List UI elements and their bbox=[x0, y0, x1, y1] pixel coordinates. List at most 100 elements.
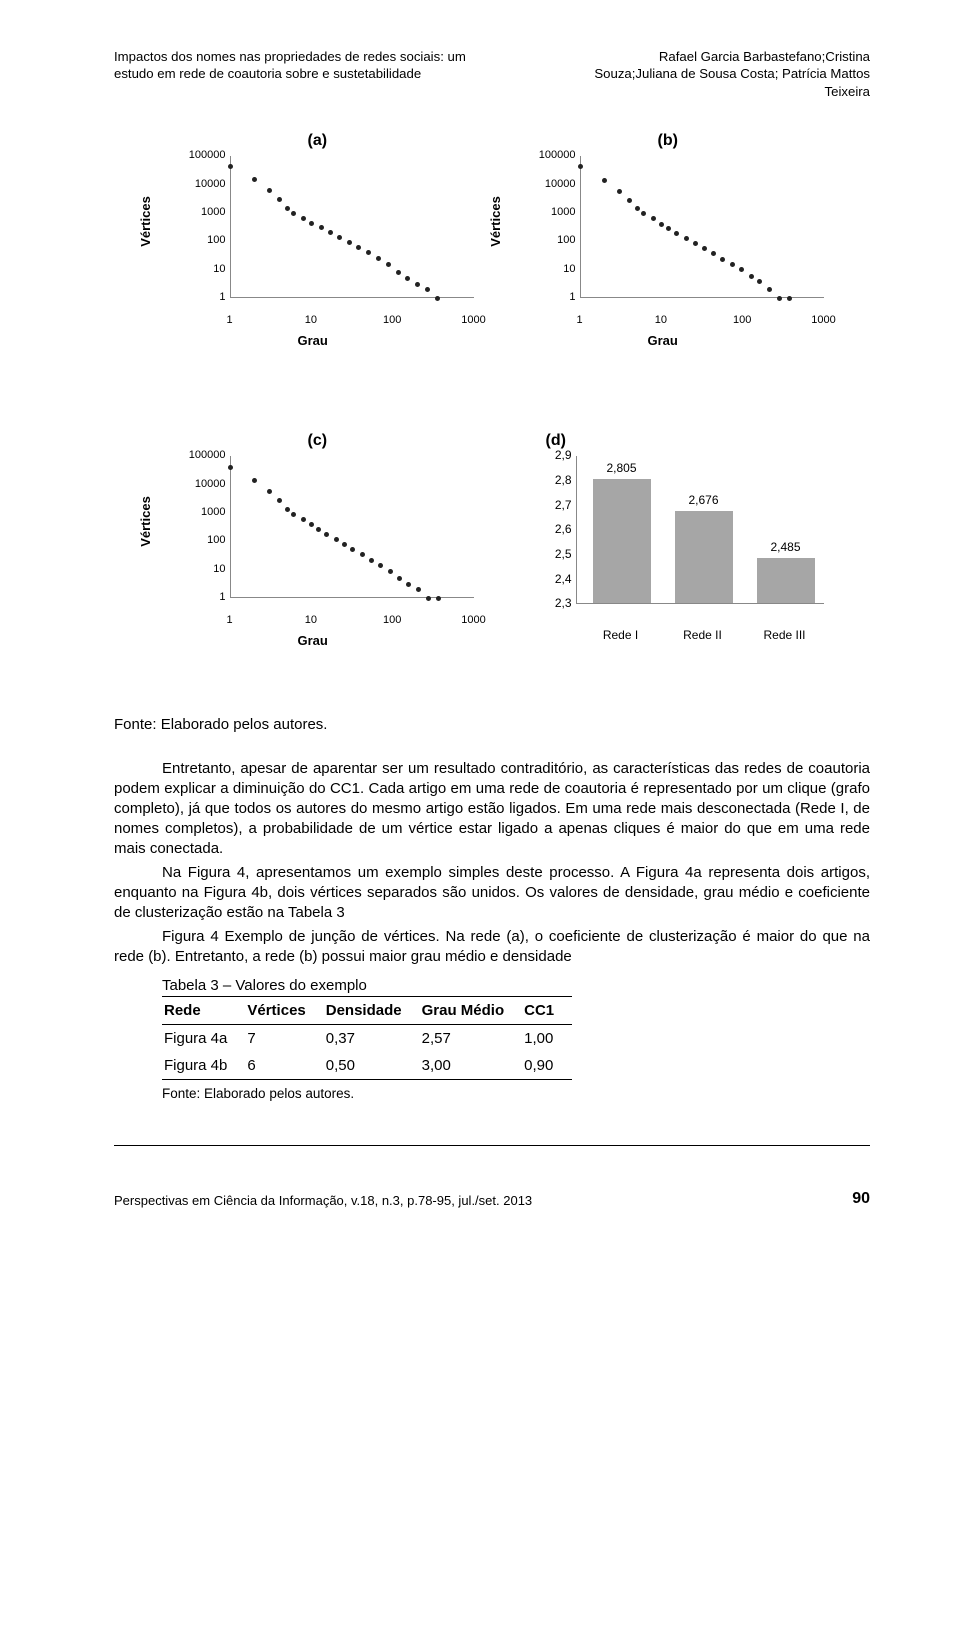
data-point bbox=[693, 241, 698, 246]
y-tick: 10 bbox=[180, 563, 226, 575]
header-left: Impactos dos nomes nas propriedades de r… bbox=[114, 48, 492, 100]
x-tick: 1000 bbox=[456, 614, 492, 626]
x-tick: 1000 bbox=[456, 314, 492, 326]
data-point bbox=[328, 230, 333, 235]
data-point bbox=[301, 517, 306, 522]
table-cell: 0,37 bbox=[324, 1024, 420, 1052]
data-point bbox=[651, 216, 656, 221]
table-cell: Figura 4b bbox=[162, 1052, 245, 1080]
data-point bbox=[426, 596, 431, 601]
data-point bbox=[720, 257, 725, 262]
panel-label: (c) bbox=[308, 432, 328, 450]
y-tick: 10000 bbox=[180, 178, 226, 190]
data-point bbox=[228, 465, 233, 470]
data-point bbox=[684, 236, 689, 241]
x-tick: 10 bbox=[293, 314, 329, 326]
data-point bbox=[277, 197, 282, 202]
data-point bbox=[617, 189, 622, 194]
table-cell: 0,90 bbox=[522, 1052, 572, 1080]
data-point bbox=[366, 250, 371, 255]
y-tick: 1 bbox=[180, 591, 226, 603]
page-number: 90 bbox=[852, 1190, 870, 1208]
data-point bbox=[267, 188, 272, 193]
running-header: Impactos dos nomes nas propriedades de r… bbox=[114, 48, 870, 100]
data-point bbox=[309, 522, 314, 527]
table-source: Fonte: Elaborado pelos autores. bbox=[162, 1086, 870, 1101]
y-tick: 2,5 bbox=[548, 547, 572, 561]
x-tick: 1 bbox=[212, 614, 248, 626]
x-axis-label: Grau bbox=[298, 333, 328, 348]
data-point bbox=[711, 251, 716, 256]
data-point bbox=[396, 270, 401, 275]
x-tick: 1 bbox=[562, 314, 598, 326]
table-cell: 1,00 bbox=[522, 1024, 572, 1052]
x-tick: 10 bbox=[293, 614, 329, 626]
data-point bbox=[360, 552, 365, 557]
data-point bbox=[702, 246, 707, 251]
data-point bbox=[406, 582, 411, 587]
data-point bbox=[337, 235, 342, 240]
x-tick: 1 bbox=[212, 314, 248, 326]
plot-area: 2,8052,6762,485 bbox=[576, 456, 824, 604]
data-point bbox=[386, 262, 391, 267]
y-tick: 100000 bbox=[180, 449, 226, 461]
data-point bbox=[369, 558, 374, 563]
table-header-cell: Rede bbox=[162, 996, 245, 1024]
x-tick: 100 bbox=[374, 314, 410, 326]
data-point bbox=[435, 296, 440, 301]
data-point bbox=[730, 262, 735, 267]
table-cell: 0,50 bbox=[324, 1052, 420, 1080]
figure-composite: (a)VérticesGrau1101001000100001000001101… bbox=[150, 134, 835, 694]
data-point bbox=[602, 178, 607, 183]
data-point bbox=[277, 498, 282, 503]
y-tick: 10000 bbox=[530, 178, 576, 190]
x-tick: 100 bbox=[724, 314, 760, 326]
header-right-l1: Rafael Garcia Barbastefano;Cristina bbox=[659, 49, 870, 64]
plot-area bbox=[230, 156, 474, 298]
scatter-b: (b)VérticesGrau1101001000100001000001101… bbox=[500, 134, 838, 344]
data-point bbox=[659, 222, 664, 227]
y-tick: 1000 bbox=[530, 206, 576, 218]
data-point bbox=[405, 276, 410, 281]
data-point bbox=[739, 267, 744, 272]
paragraph-1: Entretanto, apesar de aparentar ser um r… bbox=[114, 759, 870, 859]
header-right: Rafael Garcia Barbastefano;Cristina Souz… bbox=[500, 48, 870, 100]
bar-value-label: 2,805 bbox=[593, 461, 651, 475]
tabela-valores: RedeVérticesDensidadeGrau MédioCC1 Figur… bbox=[162, 996, 572, 1080]
data-point bbox=[324, 532, 329, 537]
page-footer: Perspectivas em Ciência da Informação, v… bbox=[114, 1190, 870, 1208]
scatter-a: (a)VérticesGrau1101001000100001000001101… bbox=[150, 134, 488, 344]
x-tick: 1000 bbox=[806, 314, 842, 326]
y-tick: 2,4 bbox=[548, 572, 572, 586]
bar bbox=[757, 558, 815, 604]
y-tick: 10000 bbox=[180, 478, 226, 490]
data-point bbox=[301, 216, 306, 221]
data-point bbox=[334, 537, 339, 542]
data-point bbox=[436, 596, 441, 601]
data-point bbox=[666, 226, 671, 231]
data-point bbox=[641, 211, 646, 216]
data-point bbox=[397, 576, 402, 581]
plot-area bbox=[580, 156, 824, 298]
y-tick: 2,8 bbox=[548, 473, 572, 487]
y-tick: 100 bbox=[530, 234, 576, 246]
data-point bbox=[777, 296, 782, 301]
y-tick: 2,6 bbox=[548, 522, 572, 536]
data-point bbox=[388, 569, 393, 574]
y-tick: 1000 bbox=[180, 506, 226, 518]
data-point bbox=[319, 225, 324, 230]
data-point bbox=[350, 547, 355, 552]
y-tick: 100000 bbox=[530, 149, 576, 161]
data-point bbox=[267, 489, 272, 494]
data-point bbox=[347, 240, 352, 245]
x-tick: 10 bbox=[643, 314, 679, 326]
panel-label: (b) bbox=[658, 132, 678, 150]
figure-source: Fonte: Elaborado pelos autores. bbox=[114, 716, 870, 733]
barchart-d: (d)2,8052,6762,4852,32,42,52,62,72,82,9R… bbox=[500, 434, 838, 644]
bar-category-label: Rede I bbox=[590, 628, 652, 642]
data-point bbox=[787, 296, 792, 301]
table-row: Figura 4a70,372,571,00 bbox=[162, 1024, 572, 1052]
y-tick: 1 bbox=[180, 291, 226, 303]
paragraph-3: Figura 4 Exemplo de junção de vértices. … bbox=[114, 927, 870, 967]
data-point bbox=[291, 211, 296, 216]
